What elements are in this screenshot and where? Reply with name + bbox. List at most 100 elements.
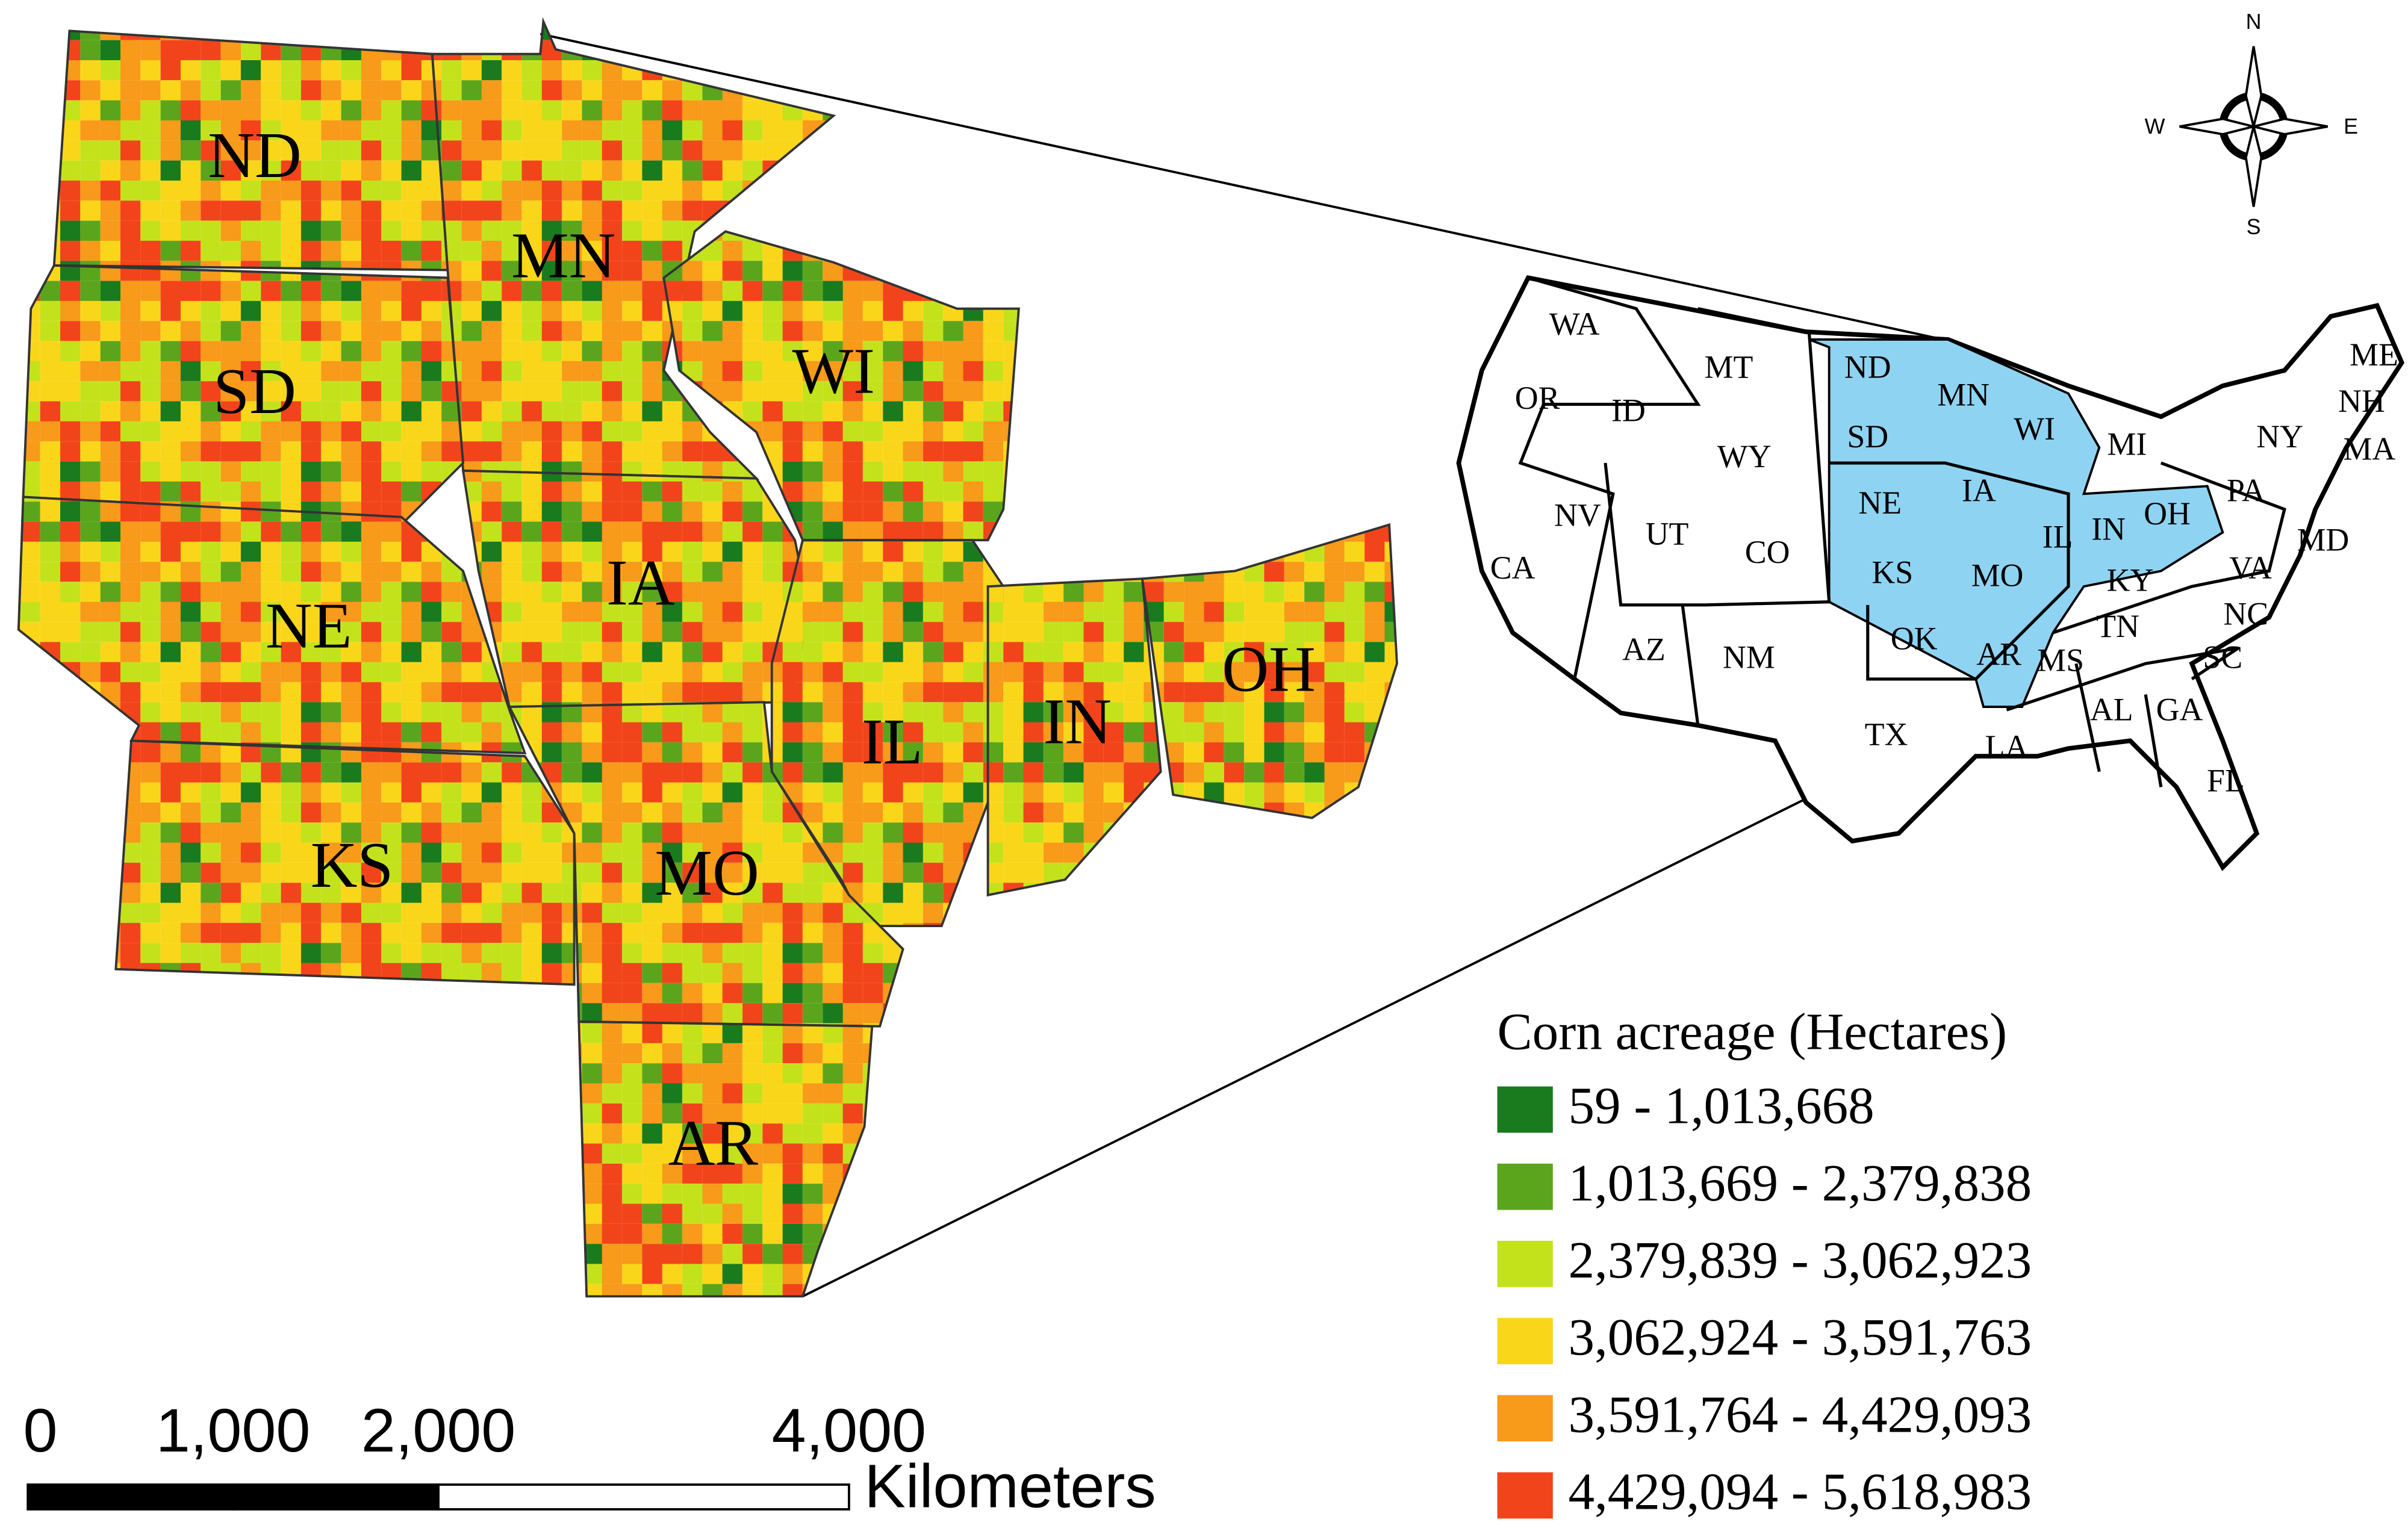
state-shape	[507, 701, 904, 1028]
legend: Corn acreage (Hectares) 59 - 1,013,668 1,…	[1497, 1002, 2032, 1520]
main-map: ND MN SD WI IA NE IL IN OH KS MO AR	[17, 17, 1992, 1298]
state-label: IA	[606, 547, 675, 619]
state-label: VA	[2229, 550, 2272, 586]
state-label: NM	[1723, 639, 1775, 675]
state-label: OH	[1222, 633, 1316, 705]
state-border	[2074, 663, 2101, 772]
state-label: SD	[213, 356, 296, 427]
state-label: NE	[266, 591, 352, 662]
state-label: WI	[2014, 411, 2055, 447]
legend-label: 3,591,764 - 4,429,093	[1568, 1385, 2032, 1443]
legend-label: 2,379,839 - 3,062,923	[1568, 1231, 2032, 1289]
state-shape	[986, 577, 1162, 897]
legend-title: Corn acreage (Hectares)	[1498, 1002, 2008, 1061]
legend-label: 59 - 1,013,668	[1568, 1076, 1874, 1135]
state-shape	[577, 1020, 874, 1298]
state-label: WA	[1549, 306, 1600, 342]
state-label: OH	[2144, 495, 2191, 532]
state-label: KS	[1871, 554, 1913, 591]
legend-swatch	[1497, 1086, 1553, 1133]
state-label: IA	[1962, 473, 1996, 509]
zoom-line	[802, 706, 1992, 1297]
state-label: ME	[2350, 337, 2398, 373]
scale-tick-label: 0	[23, 1396, 58, 1465]
state-label: IL	[2042, 519, 2073, 555]
state-border	[1518, 276, 1701, 680]
state-label: MI	[2108, 426, 2147, 462]
compass-arrow	[2179, 117, 2254, 135]
state-label: ND	[1844, 349, 1891, 385]
state-label: IN	[2091, 511, 2126, 547]
compass: N S E W	[2145, 10, 2358, 239]
state-label: OK	[1891, 621, 1938, 657]
state-shape	[114, 739, 576, 986]
legend-swatch	[1497, 1318, 1553, 1365]
state-label: FL	[2207, 763, 2245, 799]
state-label: OR	[1515, 380, 1560, 416]
state-label: SC	[2203, 639, 2242, 675]
state-border	[1604, 307, 1831, 607]
compass-label: N	[2246, 10, 2262, 34]
scale-segment	[232, 1483, 440, 1511]
state-border	[1681, 604, 1700, 726]
state-label: NH	[2338, 383, 2385, 419]
state-label: MA	[2343, 430, 2395, 467]
state-label: MS	[2037, 642, 2084, 678]
state-label: WY	[1717, 438, 1772, 474]
legend-label: 3,062,924 - 3,591,763	[1568, 1308, 2032, 1366]
state-border	[2006, 647, 2239, 712]
state-label: PA	[2227, 473, 2265, 509]
legend-swatch	[1497, 1395, 1553, 1442]
state-border	[2052, 461, 2286, 635]
state-shape	[1140, 523, 1398, 819]
state-label: SD	[1847, 418, 1888, 455]
compass-arrow	[2244, 126, 2263, 207]
compass-arrow	[2253, 117, 2328, 135]
state-label: MD	[2297, 522, 2350, 558]
state-label: MT	[1705, 349, 1753, 385]
state-shape	[770, 539, 1005, 927]
state-label: ND	[208, 120, 302, 191]
state-label: AR	[1976, 636, 2021, 672]
state-label: MO	[655, 837, 759, 909]
scale-tick-label: 1,000	[156, 1396, 311, 1465]
state-label: TN	[2096, 608, 2139, 644]
state-label: MO	[1971, 557, 2024, 594]
legend-swatch	[1497, 1240, 1553, 1287]
legend-swatch	[1497, 1163, 1553, 1210]
state-label: NY	[2256, 418, 2303, 455]
state-label: MN	[511, 220, 615, 291]
scale-tick-label: 2,000	[361, 1396, 516, 1465]
scale-tick-label: 4,000	[772, 1396, 927, 1465]
inset-map: WA MT ND MN WI OR ID WY SD MI NY PA NE IA NV UT CO IL IN OH…	[1456, 275, 2405, 871]
zoom-line	[540, 33, 1958, 344]
study-area	[1808, 338, 2224, 708]
state-label: UT	[1646, 515, 1689, 551]
compass-label: S	[2247, 215, 2261, 239]
state-label: CO	[1745, 534, 1790, 570]
state-label: WI	[792, 336, 875, 408]
compass-label: E	[2344, 114, 2358, 138]
state-label: AZ	[1622, 632, 1666, 668]
state-label: KY	[2107, 562, 2154, 598]
state-label: NC	[2223, 596, 2268, 632]
state-label: AL	[2090, 692, 2133, 728]
scale-segment	[26, 1483, 235, 1511]
state-label: GA	[2156, 692, 2203, 728]
state-label: TX	[1865, 716, 1908, 753]
scale-unit: Kilometers	[865, 1451, 1156, 1520]
state-shape	[662, 230, 1020, 542]
scale-segment	[437, 1483, 850, 1511]
state-border	[1829, 461, 2070, 681]
state-label: NE	[1858, 485, 1902, 521]
legend-label: 1,013,669 - 2,379,838	[1568, 1154, 2032, 1212]
state-label: IN	[1043, 686, 1112, 758]
state-label: LA	[1985, 728, 2029, 765]
legend-swatch	[1497, 1472, 1553, 1519]
state-label: ID	[1611, 392, 1646, 428]
state-label: AR	[668, 1107, 759, 1179]
state-label: NV	[1554, 497, 1601, 533]
